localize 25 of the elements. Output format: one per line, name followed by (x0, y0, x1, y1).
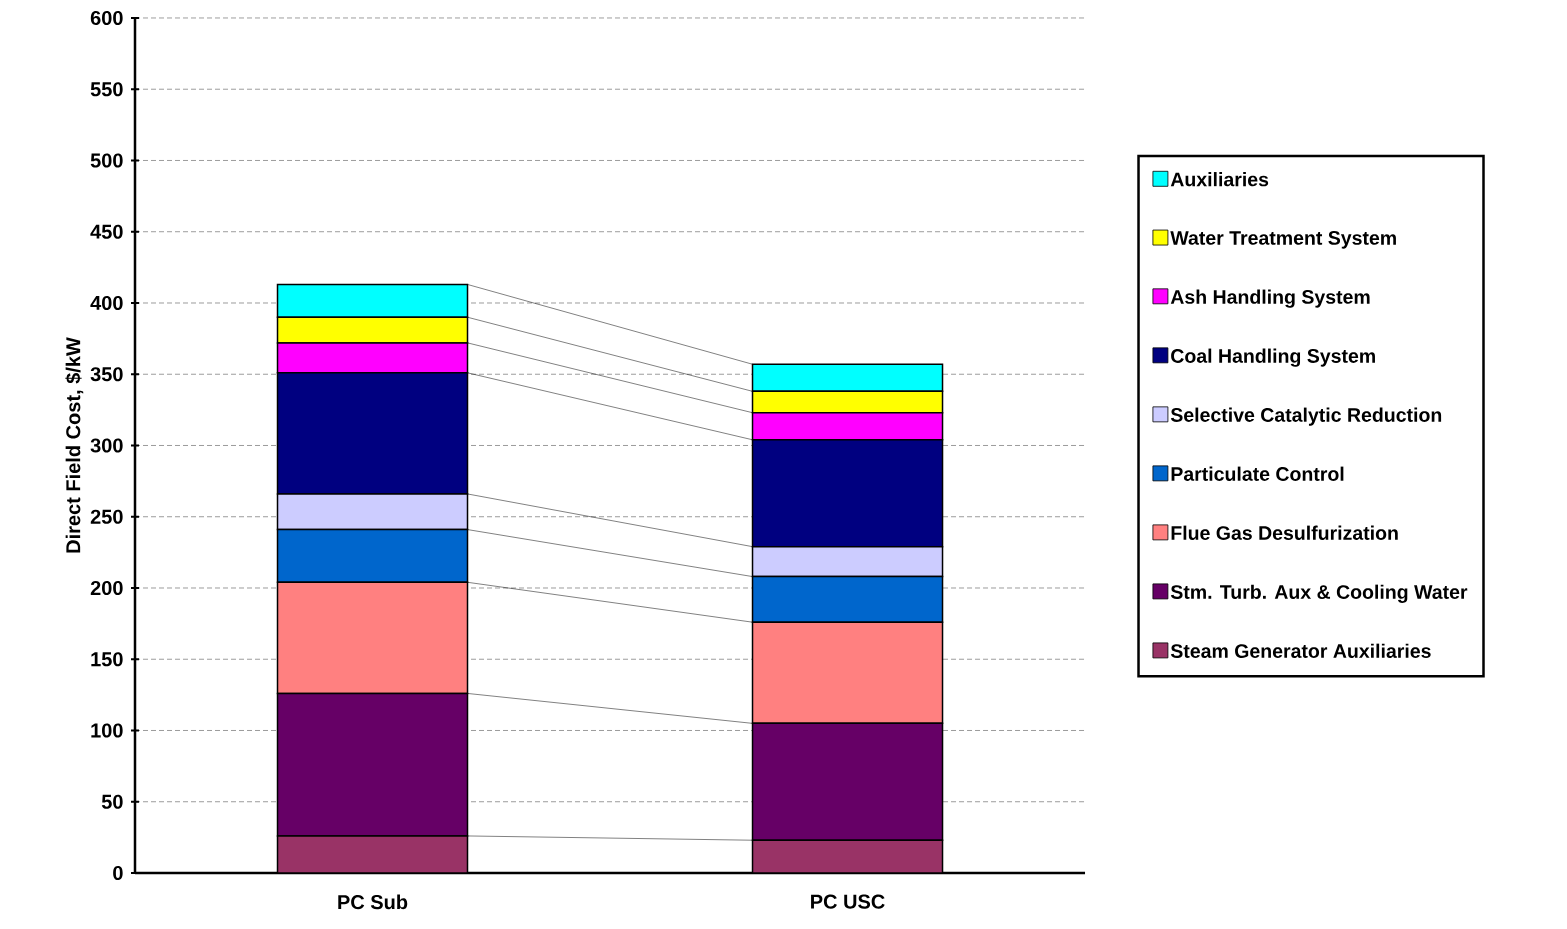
y-tick-label: 300 (90, 438, 123, 453)
y-tick-label: 450 (90, 224, 123, 239)
x-tick-label: PC USC (811, 894, 885, 909)
y-axis-title: Direct Field Cost, $/kW (65, 337, 84, 553)
y-tick-label: 50 (101, 794, 123, 809)
legend-label: Particulate Control (1171, 466, 1344, 481)
legend-label: Auxiliaries (1170, 172, 1269, 187)
y-tick-label: 150 (91, 652, 123, 667)
y-tick-label: 200 (90, 580, 123, 596)
legend-label: Coal Handling System (1171, 348, 1375, 367)
y-tick-label: 250 (90, 509, 123, 524)
y-tick-label: 100 (91, 723, 123, 738)
y-tick-label: 400 (90, 295, 123, 311)
legend-label: Steam Generator Auxiliaries (1170, 643, 1431, 658)
y-tick-label: 550 (90, 82, 123, 97)
legend-label: Stm. Turb. Aux & Cooling Water (1170, 584, 1468, 603)
legend-label: Ash Handling System (1170, 289, 1370, 308)
legend-label: Selective Catalytic Reduction (1170, 407, 1442, 426)
y-tick-label: 500 (90, 153, 123, 168)
y-tick-label: 0 (113, 865, 123, 881)
legend-label: Water Treatment System (1170, 231, 1396, 249)
y-tick-label: 350 (90, 367, 123, 382)
y-tick-label: 600 (90, 10, 123, 26)
legend-label: Flue Gas Desulfurization (1171, 525, 1398, 540)
x-tick-label: PC Sub (338, 894, 408, 910)
